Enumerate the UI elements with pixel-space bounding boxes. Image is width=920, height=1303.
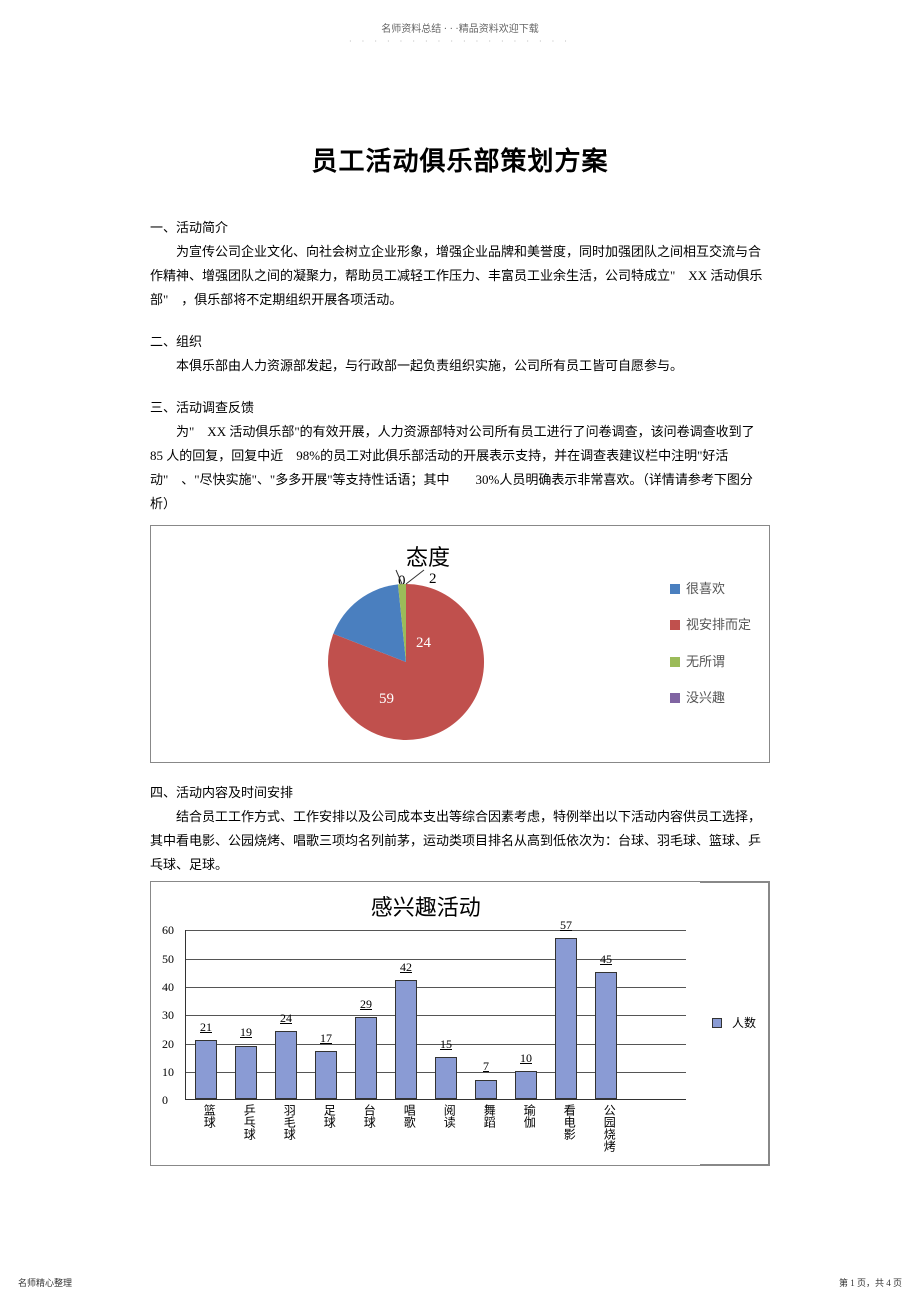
bar-chart-title: 感兴趣活动: [157, 888, 694, 929]
bar-value-label: 42: [400, 956, 412, 978]
bar: [515, 1071, 537, 1099]
legend-color-depends: [670, 620, 680, 630]
bar-chart-container: 感兴趣活动 0 10 20 30 40 50 60 21 19 24 17 29 42 15 7 10 57 45…: [150, 881, 770, 1166]
section-2-heading: 二、组织: [150, 330, 770, 354]
legend-label-neutral: 无所谓: [686, 650, 725, 674]
pie-legend: 很喜欢 视安排而定 无所谓 没兴趣: [670, 534, 759, 754]
ytick-label: 0: [162, 1089, 168, 1111]
legend-color-neutral: [670, 657, 680, 667]
xtick-label: 瑜伽: [518, 1104, 540, 1128]
xtick-label: 足球: [318, 1104, 340, 1128]
bar: [595, 972, 617, 1100]
xtick-label: 乒乓球: [238, 1104, 260, 1140]
section-4-text: 结合员工工作方式、工作安排以及公司成本支出等综合因素考虑，特例举出以下活动内容供…: [150, 805, 770, 877]
bar: [395, 980, 417, 1099]
xtick-label: 公园烧烤: [598, 1104, 620, 1152]
page-header-text: 名师资料总结 · · ·精品资料欢迎下载: [0, 0, 920, 35]
legend-color-nointerest: [670, 693, 680, 703]
bar-value-label: 10: [520, 1047, 532, 1069]
section-1-heading: 一、活动简介: [150, 216, 770, 240]
document-title: 员工活动俱乐部策划方案: [0, 141, 920, 178]
ytick-label: 50: [162, 948, 174, 970]
footer-right: 第 1 页，共 4 页: [839, 1276, 902, 1289]
bar: [235, 1046, 257, 1100]
bar-chart-legend: 人数: [700, 882, 769, 1165]
xtick-label: 舞蹈: [478, 1104, 500, 1128]
legend-label-nointerest: 没兴趣: [686, 686, 725, 710]
bar-value-label: 21: [200, 1016, 212, 1038]
legend-color-like: [670, 584, 680, 594]
pie-chart-container: 态度 0 2 24 59 很喜欢 视安排而定: [150, 525, 770, 763]
xtick-label: 台球: [358, 1104, 380, 1128]
bar-value-label: 29: [360, 993, 372, 1015]
bar: [475, 1080, 497, 1100]
legend-item-neutral: 无所谓: [670, 650, 751, 674]
bar: [555, 938, 577, 1100]
bar-legend-color: [712, 1018, 722, 1028]
pie-label-24: 24: [416, 630, 431, 658]
section-1-text: 为宣传公司企业文化、向社会树立企业形象，增强企业品牌和美誉度，同时加强团队之间相…: [150, 240, 770, 312]
section-2-text: 本俱乐部由人力资源部发起，与行政部一起负责组织实施，公司所有员工皆可自愿参与。: [150, 354, 770, 378]
ytick-label: 40: [162, 976, 174, 998]
page-header-dots: · · · · · · · · · · · · · · · · · ·: [0, 37, 920, 46]
bar-value-label: 17: [320, 1027, 332, 1049]
ytick-label: 60: [162, 919, 174, 941]
ytick-label: 30: [162, 1004, 174, 1026]
bar: [275, 1031, 297, 1099]
legend-item-depends: 视安排而定: [670, 613, 751, 637]
bar-value-label: 45: [600, 948, 612, 970]
legend-item-nointerest: 没兴趣: [670, 686, 751, 710]
ytick-label: 20: [162, 1033, 174, 1055]
pie-label-59: 59: [379, 686, 394, 714]
bar: [315, 1051, 337, 1099]
bar-chart-plot: 0102030405060211924172942157105745: [185, 930, 686, 1100]
bar-chart-xaxis: 篮球乒乓球羽毛球足球台球唱歌阅读舞蹈瑜伽看电影公园烧烤: [185, 1100, 686, 1170]
xtick-label: 篮球: [198, 1104, 220, 1128]
section-4-heading: 四、活动内容及时间安排: [150, 781, 770, 805]
bar: [195, 1040, 217, 1100]
legend-item-like: 很喜欢: [670, 577, 751, 601]
bar: [435, 1057, 457, 1100]
bar-value-label: 7: [483, 1055, 489, 1077]
bar: [355, 1017, 377, 1099]
xtick-label: 羽毛球: [278, 1104, 300, 1140]
bar-value-label: 15: [440, 1033, 452, 1055]
bar-chart: 感兴趣活动 0 10 20 30 40 50 60 21 19 24 17 29 42 15 7 10 57 45…: [151, 882, 700, 1165]
ytick-label: 10: [162, 1061, 174, 1083]
pie-chart: 态度 0 2 24 59: [161, 534, 670, 754]
gridline: [186, 930, 686, 931]
xtick-label: 阅读: [438, 1104, 460, 1128]
section-3-text: 为" XX 活动俱乐部"的有效开展，人力资源部特对公司所有员工进行了问卷调查，该…: [150, 420, 770, 516]
bar-value-label: 19: [240, 1021, 252, 1043]
bar-value-label: 57: [560, 914, 572, 936]
legend-label-depends: 视安排而定: [686, 613, 751, 637]
xtick-label: 唱歌: [398, 1104, 420, 1128]
bar-legend-label: 人数: [732, 1012, 756, 1034]
section-3-heading: 三、活动调查反馈: [150, 396, 770, 420]
document-body: 一、活动简介 为宣传公司企业文化、向社会树立企业形象，增强企业品牌和美誉度，同时…: [150, 216, 770, 1166]
bar-value-label: 24: [280, 1007, 292, 1029]
footer-left: 名师精心整理: [18, 1276, 72, 1289]
xtick-label: 看电影: [558, 1104, 580, 1140]
legend-label-like: 很喜欢: [686, 577, 725, 601]
